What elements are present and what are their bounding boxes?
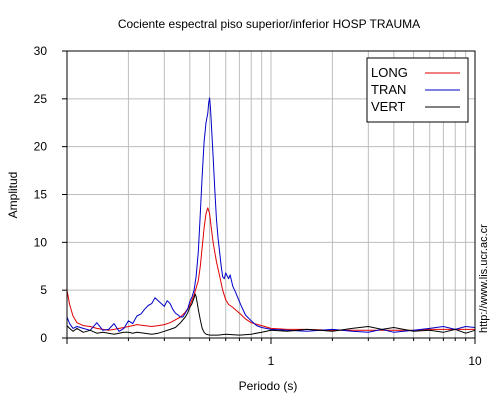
y-tick-label: 25: [34, 92, 48, 106]
x-tick-label: 10: [468, 354, 482, 368]
legend-label-long: LONG: [371, 65, 408, 80]
series-line-vert: [66, 293, 476, 336]
watermark-url: http://www.lis.ucr.ac.cr: [478, 224, 490, 333]
series-line-tran: [66, 97, 476, 333]
y-axis: 0 5 10 15 20 25 30: [34, 44, 67, 345]
y-tick-label: 0: [40, 331, 47, 345]
chart-title: Cociente espectral piso superior/inferio…: [118, 17, 420, 31]
y-axis-label: Amplitud: [6, 172, 20, 219]
y-tick-label: 5: [40, 283, 47, 297]
y-tick-label: 30: [34, 44, 48, 58]
y-tick-label: 10: [34, 235, 48, 249]
y-tick-label: 15: [34, 188, 48, 202]
y-tick-label: 20: [34, 140, 48, 154]
legend-label-vert: VERT: [371, 99, 405, 114]
x-axis-label: Periodo (s): [239, 379, 298, 393]
series-group: [66, 97, 476, 336]
legend-label-tran: TRAN: [371, 82, 406, 97]
legend: LONG TRAN VERT: [366, 57, 469, 123]
x-tick-label: 1: [268, 354, 275, 368]
x-axis: 1 10: [66, 338, 482, 368]
